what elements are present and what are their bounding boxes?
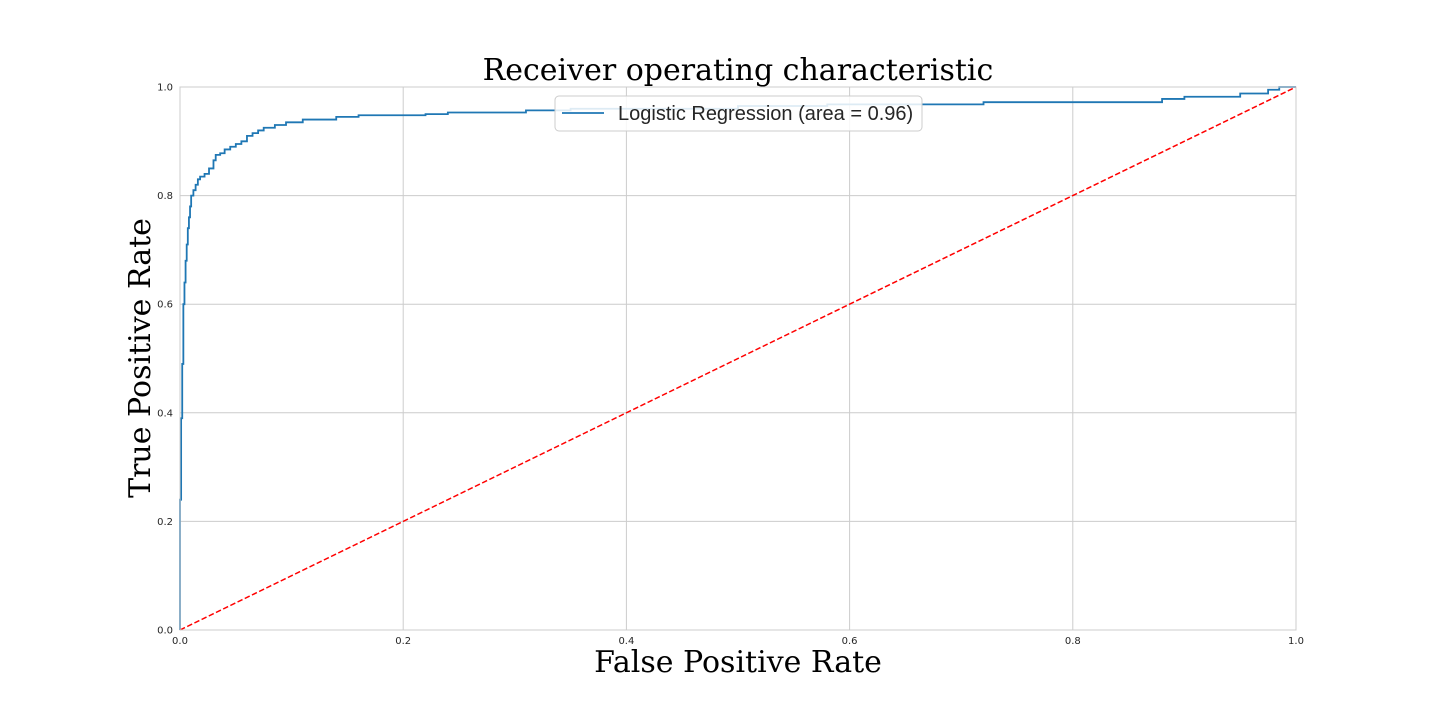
x-tick-label: 0.8 bbox=[1065, 636, 1081, 647]
x-tick-label: 0.0 bbox=[172, 636, 188, 647]
y-tick-label: 0.2 bbox=[157, 517, 173, 528]
legend: Logistic Regression (area = 0.96) bbox=[554, 95, 923, 132]
x-tick-label: 1.0 bbox=[1288, 636, 1304, 647]
y-tick-label: 0.8 bbox=[157, 191, 173, 202]
plot-frame bbox=[179, 86, 1297, 631]
y-tick-label: 1.0 bbox=[157, 83, 173, 94]
x-tick-label: 0.6 bbox=[842, 636, 858, 647]
y-tick-label: 0.4 bbox=[157, 408, 173, 419]
x-axis-title: False Positive Rate bbox=[594, 645, 882, 680]
x-tick-label: 0.2 bbox=[395, 636, 411, 647]
chart-title: Receiver operating characteristic bbox=[483, 53, 994, 88]
x-tick-label: 0.4 bbox=[618, 636, 634, 647]
chance-diagonal-line bbox=[179, 86, 1297, 631]
y-tick-label: 0.0 bbox=[157, 626, 173, 637]
y-tick-label: 0.6 bbox=[157, 300, 173, 311]
y-axis-title: True Positive Rate bbox=[123, 218, 158, 498]
legend-box bbox=[554, 95, 923, 132]
legend-label: Logistic Regression (area = 0.96) bbox=[618, 103, 913, 125]
tick-labels: 0.0 0.2 0.4 0.6 0.8 1.0 0.0 0.2 0.4 0.6 0.8 1.0 bbox=[157, 83, 1304, 648]
